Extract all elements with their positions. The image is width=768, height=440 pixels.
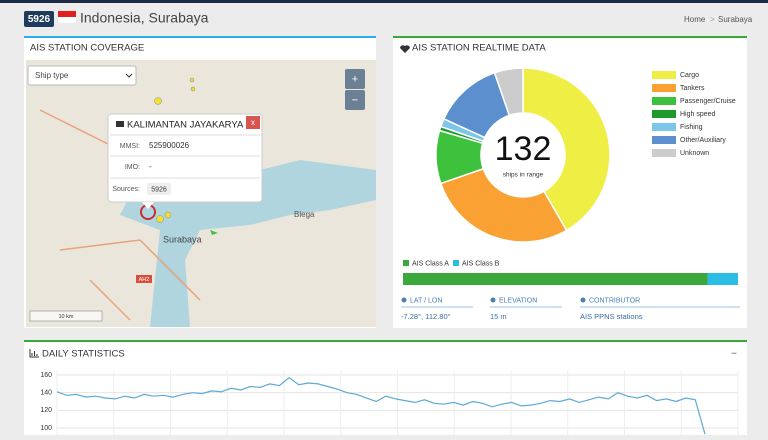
popup-close-label: x [251,118,255,127]
field-label: MMSI: [120,143,140,150]
scale-bar [29,310,103,322]
zoom-in-label: + [352,73,358,85]
legend-label: Unknown [680,150,709,157]
legend-swatch [652,136,676,144]
popup-close[interactable] [246,116,260,129]
class-bar [403,273,708,285]
field-value: 525900026 [149,141,190,150]
legend-swatch [403,260,409,266]
zoom-out[interactable] [345,90,365,110]
ship-marker[interactable] [190,86,196,92]
y-tick-label: 120 [40,407,52,414]
breadcrumb: Surabaya [718,15,753,24]
ship-popup: KALIMANTAN JAYAKARYA x MMSI: 525900026 I… [107,113,263,209]
popup-title: KALIMANTAN JAYAKARYA [127,120,244,131]
zoom-out-label: − [352,94,358,106]
legend-swatch [652,97,676,105]
zoom-in[interactable] [345,69,365,89]
flag [58,11,76,17]
y-tick-label: 140 [40,390,52,397]
panel-accent [393,36,747,38]
legend-label: Fishing [680,124,703,131]
popup-tip [142,202,154,209]
info-label: LAT / LON [410,297,442,304]
collapse-button[interactable]: − [731,349,737,360]
legend-swatch [453,260,459,266]
field-value: - [149,162,152,171]
chart-icon [29,349,39,358]
ship-type-select[interactable] [27,65,137,86]
breadcrumb-sep: > [710,15,715,24]
ship-marker[interactable] [156,215,164,223]
road-shield [136,275,152,283]
legend-swatch [652,110,676,118]
legend-label: AIS Class A [412,260,449,267]
breadcrumb[interactable]: Home [684,15,706,24]
info-label: ELEVATION [499,297,537,304]
info-icon [490,297,496,303]
info-value: -7.28°, 112.80° [401,312,451,321]
panel-title: AIS STATION REALTIME DATA [412,43,546,54]
panel [24,340,747,440]
info-value: AIS PPNS stations [580,312,643,321]
station-id: 5926 [28,14,51,25]
ship-marker[interactable] [164,211,172,219]
map-label: AH2 [139,277,150,283]
panel-title: AIS STATION COVERAGE [30,43,144,54]
map-label: Blega [294,210,315,219]
station-info: LAT / LON -7.28°, 112.80° ELEVATION 15 m CON… [401,297,740,321]
ship-marker[interactable] [189,77,195,83]
legend-swatch [652,84,676,92]
y-tick-label: 100 [40,425,52,432]
legend-swatch [652,71,676,79]
page-title: Indonesia, Surabaya [80,10,209,26]
legend-label: Passenger/Cruise [680,98,736,105]
ship-marker[interactable] [210,230,218,235]
info-value: 15 m [490,312,507,321]
donut-segment [493,67,524,117]
heart-icon [400,45,410,53]
field-label: Sources: [112,186,140,193]
legend-label: High speed [680,111,716,118]
ship-icon [116,121,124,127]
class-bar [707,273,738,285]
total-caption: ships in range [503,172,544,179]
field-value: 5926 [151,186,167,193]
line-series [56,376,706,435]
source-badge [147,183,171,195]
info-icon [580,297,586,303]
donut-segment [522,67,611,232]
legend-swatch [652,123,676,131]
legend-label: Cargo [680,72,699,79]
field-label: IMO: [125,164,140,171]
station-badge [24,11,54,27]
legend-label: Other/Auxiliary [680,137,726,144]
select-arrow [125,73,133,78]
legend-label: Tankers [680,85,705,92]
ship-marker[interactable] [154,97,162,105]
total-ships: 132 [495,130,552,168]
legend-swatch [652,149,676,157]
panel-accent [24,36,376,38]
map-scale: 10 km [59,314,74,320]
map-land [120,60,376,100]
legend-label: AIS Class B [462,260,500,267]
select-label: Ship type [35,71,69,80]
donut-segment [439,167,568,243]
info-icon [401,297,407,303]
y-tick-label: 160 [40,372,52,379]
map-label: Surabaya [163,234,202,244]
panel-title: DAILY STATISTICS [42,349,125,360]
info-label: CONTRIBUTOR [589,297,640,304]
top-bar [0,0,768,3]
flag [58,17,76,23]
panel-accent [24,340,747,342]
popup-box [107,113,263,203]
